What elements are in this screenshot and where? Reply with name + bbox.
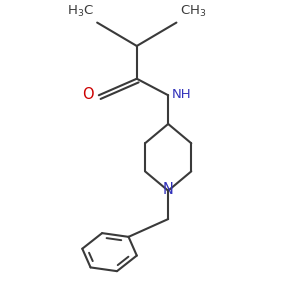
Text: N: N	[163, 182, 174, 197]
Text: NH: NH	[172, 88, 192, 101]
Text: CH$_3$: CH$_3$	[180, 4, 206, 20]
Text: O: O	[82, 87, 94, 102]
Text: H$_3$C: H$_3$C	[67, 4, 94, 20]
